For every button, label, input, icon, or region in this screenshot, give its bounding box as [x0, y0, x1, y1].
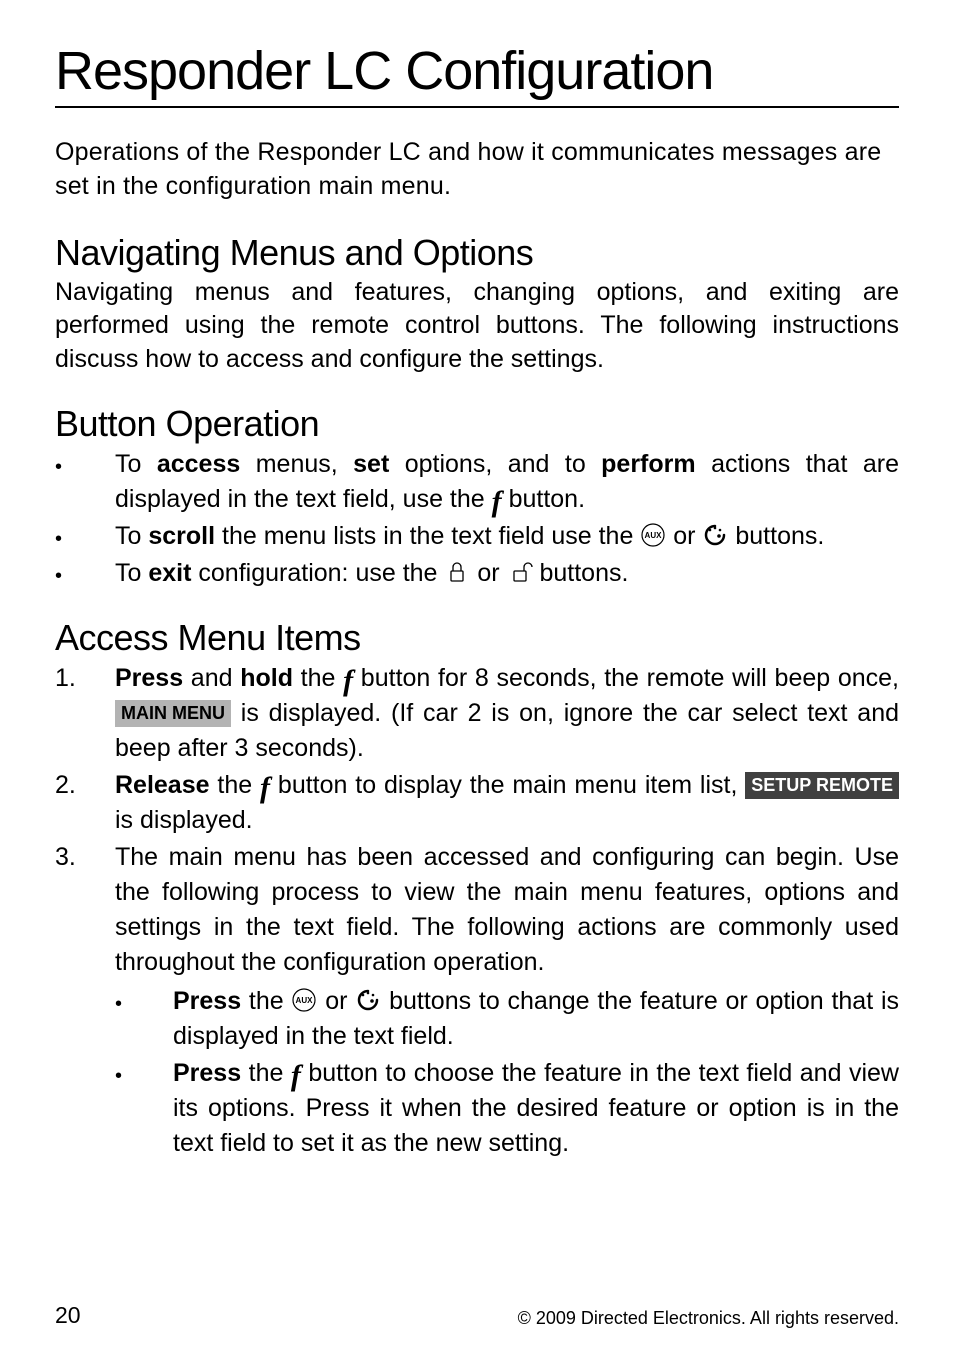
list-item: 1. Press and hold the f button for 8 sec…	[55, 661, 899, 766]
remote-start-icon	[355, 987, 381, 1013]
aux-icon: AUX	[640, 522, 666, 548]
number-marker: 1.	[55, 661, 115, 766]
svg-text:AUX: AUX	[296, 996, 314, 1005]
page-footer: 20 © 2009 Directed Electronics. All righ…	[55, 1302, 899, 1329]
access-heading: Access Menu Items	[55, 617, 899, 659]
list-item: • Press the f button to choose the featu…	[115, 1056, 899, 1161]
list-item: • To access menus, set options, and to p…	[55, 447, 899, 517]
bullet-marker: •	[55, 447, 115, 517]
lock-icon	[444, 559, 470, 585]
list-item: • To exit configuration: use the or butt…	[55, 556, 899, 591]
list-item: • To scroll the menu lists in the text f…	[55, 519, 899, 554]
button-op-heading: Button Operation	[55, 403, 899, 445]
page-number: 20	[55, 1302, 81, 1329]
button-op-list: • To access menus, set options, and to p…	[55, 447, 899, 591]
number-marker: 2.	[55, 768, 115, 838]
bullet-marker: •	[115, 984, 173, 1054]
bullet-marker: •	[55, 556, 115, 591]
list-item: 2. Release the f button to display the m…	[55, 768, 899, 838]
list-item-body: Release the f button to display the main…	[115, 768, 899, 838]
svg-text:AUX: AUX	[645, 531, 663, 540]
list-item-body: The main menu has been accessed and conf…	[115, 840, 899, 1163]
f-icon: f	[343, 669, 353, 693]
list-item: • Press the AUX or buttons to change the…	[115, 984, 899, 1054]
list-item-body: To exit configuration: use the or button…	[115, 556, 899, 591]
main-menu-badge: MAIN MENU	[115, 700, 231, 727]
nav-heading: Navigating Menus and Options	[55, 232, 899, 274]
list-item: 3. The main menu has been accessed and c…	[55, 840, 899, 1163]
f-icon: f	[291, 1064, 301, 1088]
list-item-body: To access menus, set options, and to per…	[115, 447, 899, 517]
setup-remote-badge: SETUP REMOTE	[745, 772, 899, 799]
aux-icon: AUX	[291, 987, 317, 1013]
page-title: Responder LC Configuration	[55, 40, 899, 108]
list-item-body: Press the f button to choose the feature…	[173, 1056, 899, 1161]
bullet-marker: •	[115, 1056, 173, 1161]
list-item-body: To scroll the menu lists in the text fie…	[115, 519, 899, 554]
access-list: 1. Press and hold the f button for 8 sec…	[55, 661, 899, 1163]
number-marker: 3.	[55, 840, 115, 1163]
bullet-marker: •	[55, 519, 115, 554]
sub-list: • Press the AUX or buttons to change the…	[115, 984, 899, 1161]
copyright-text: © 2009 Directed Electronics. All rights …	[518, 1308, 899, 1329]
list-item-body: Press and hold the f button for 8 second…	[115, 661, 899, 766]
nav-paragraph: Navigating menus and features, changing …	[55, 276, 899, 377]
f-icon: f	[492, 490, 502, 514]
unlock-icon	[507, 559, 533, 585]
intro-paragraph: Operations of the Responder LC and how i…	[55, 136, 899, 204]
list-item-body: Press the AUX or buttons to change the f…	[173, 984, 899, 1054]
remote-start-icon	[702, 522, 728, 548]
f-icon: f	[260, 776, 270, 800]
